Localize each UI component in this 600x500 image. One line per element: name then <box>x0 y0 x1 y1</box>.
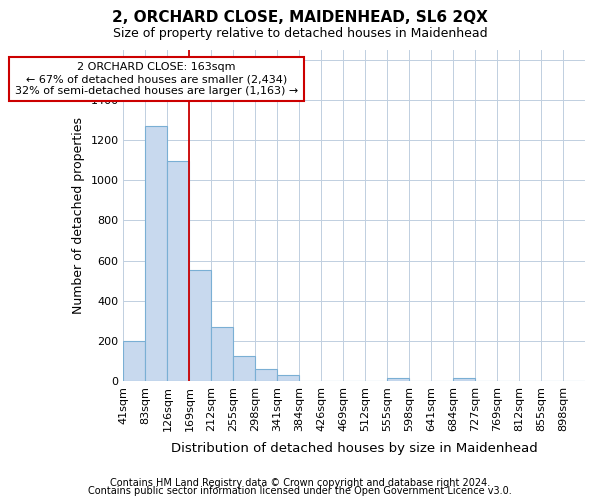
Text: Contains HM Land Registry data © Crown copyright and database right 2024.: Contains HM Land Registry data © Crown c… <box>110 478 490 488</box>
Bar <box>387 378 409 381</box>
Bar <box>167 162 190 381</box>
Bar <box>255 369 277 381</box>
Text: Size of property relative to detached houses in Maidenhead: Size of property relative to detached ho… <box>113 28 487 40</box>
Bar <box>124 341 145 381</box>
Bar <box>233 356 255 381</box>
X-axis label: Distribution of detached houses by size in Maidenhead: Distribution of detached houses by size … <box>171 442 538 455</box>
Bar <box>145 126 167 381</box>
Y-axis label: Number of detached properties: Number of detached properties <box>72 117 85 314</box>
Text: 2, ORCHARD CLOSE, MAIDENHEAD, SL6 2QX: 2, ORCHARD CLOSE, MAIDENHEAD, SL6 2QX <box>112 10 488 25</box>
Bar <box>190 270 211 381</box>
Text: 2 ORCHARD CLOSE: 163sqm
← 67% of detached houses are smaller (2,434)
32% of semi: 2 ORCHARD CLOSE: 163sqm ← 67% of detache… <box>15 62 298 96</box>
Text: Contains public sector information licensed under the Open Government Licence v3: Contains public sector information licen… <box>88 486 512 496</box>
Bar <box>453 378 475 381</box>
Bar <box>211 327 233 381</box>
Bar <box>277 376 299 381</box>
